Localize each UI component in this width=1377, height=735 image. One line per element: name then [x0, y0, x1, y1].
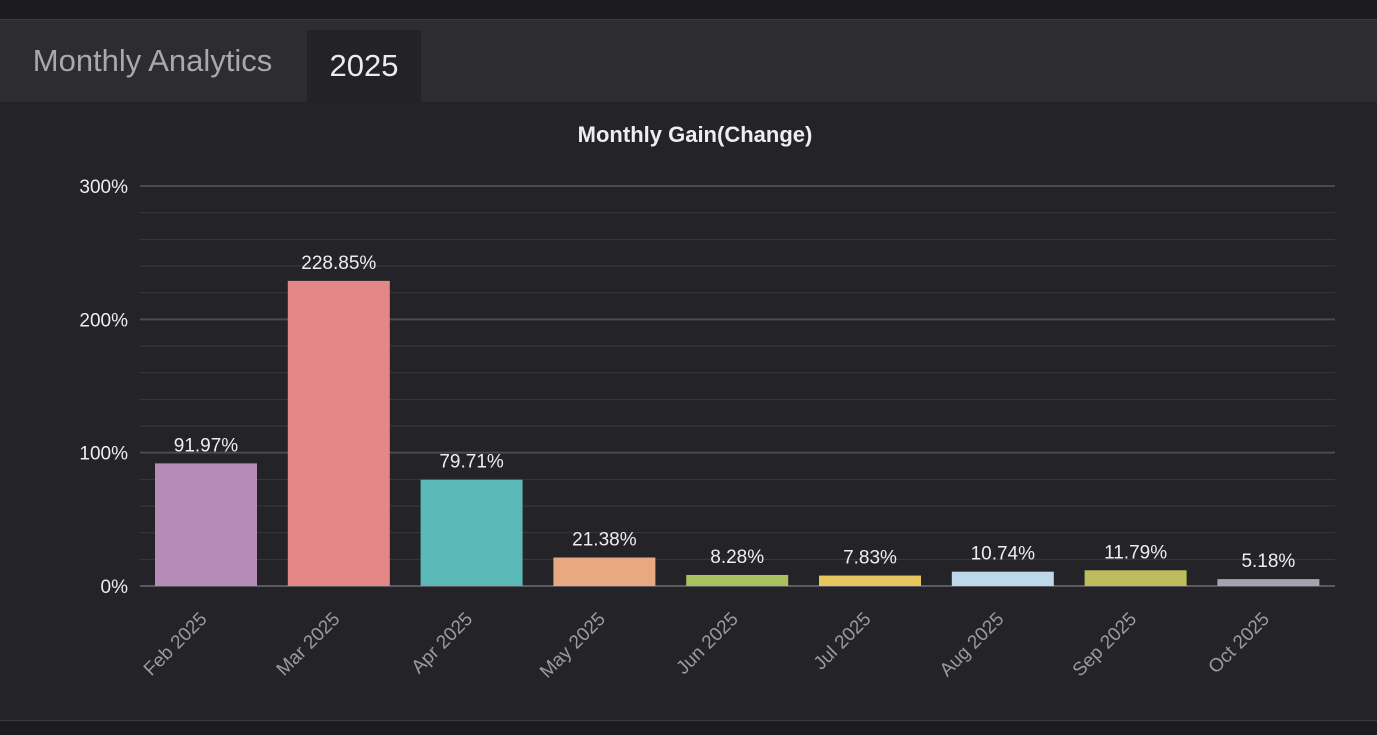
y-tick-label: 0%: [101, 577, 129, 598]
bar-feb-2025[interactable]: [155, 463, 257, 586]
window-bottom-strip: [0, 721, 1377, 735]
bar-value-label: 11.79%: [1104, 542, 1167, 563]
chart-bars: [155, 280, 1320, 586]
chart-panel: [0, 102, 1377, 720]
bar-aug-2025[interactable]: [951, 571, 1054, 586]
y-tick-label: 200%: [79, 310, 128, 331]
monthly-gain-chart: Monthly Gain(Change) 0% 100% 200% 300% 91.9…: [79, 122, 1335, 683]
bar-value-label: 5.18%: [1241, 551, 1295, 572]
x-tick-label: Jul 2025: [810, 609, 876, 675]
bar-value-label: 79.71%: [439, 452, 504, 473]
bar-value-label: 91.97%: [174, 435, 239, 456]
y-axis-ticks: 0% 100% 200% 300%: [79, 177, 128, 598]
x-axis-ticks: Feb 2025 Mar 2025 Apr 2025 May 2025 Jun 2025…: [140, 609, 1274, 683]
window-top-strip: [0, 0, 1377, 20]
bar-value-label: 21.38%: [572, 529, 637, 550]
x-tick-label: Jun 2025: [673, 609, 743, 679]
bar-mar-2025[interactable]: [287, 280, 390, 586]
x-tick-label: Apr 2025: [408, 609, 477, 678]
bar-jun-2025[interactable]: [686, 574, 789, 586]
bar-value-labels: 91.97% 228.85% 79.71% 21.38% 8.28% 7.83% 10.74…: [174, 253, 1296, 572]
bar-oct-2025[interactable]: [1217, 579, 1320, 586]
y-tick-label: 100%: [79, 444, 128, 465]
x-tick-label: Mar 2025: [273, 609, 345, 681]
tab-monthly-analytics[interactable]: Monthly Analytics: [32, 43, 273, 78]
tab-bar: Monthly Analytics 2025: [0, 20, 1377, 102]
tab-year-2025[interactable]: 2025: [307, 30, 421, 102]
bar-value-label: 8.28%: [710, 547, 764, 568]
y-tick-label: 300%: [79, 177, 128, 198]
x-tick-label: Sep 2025: [1069, 609, 1141, 681]
bar-sep-2025[interactable]: [1084, 570, 1187, 586]
chart-title: Monthly Gain(Change): [578, 122, 813, 147]
bar-jul-2025[interactable]: [819, 575, 921, 586]
x-tick-label: Aug 2025: [936, 609, 1008, 681]
bar-value-label: 10.74%: [971, 544, 1036, 565]
x-tick-label: May 2025: [536, 609, 610, 683]
bar-value-label: 228.85%: [301, 253, 376, 274]
bar-apr-2025[interactable]: [420, 479, 523, 586]
panel-bottom-divider: [0, 720, 1377, 721]
x-tick-label: Oct 2025: [1205, 609, 1274, 678]
bar-may-2025[interactable]: [553, 557, 656, 586]
x-tick-label: Feb 2025: [140, 609, 212, 681]
bar-value-label: 7.83%: [843, 548, 897, 569]
